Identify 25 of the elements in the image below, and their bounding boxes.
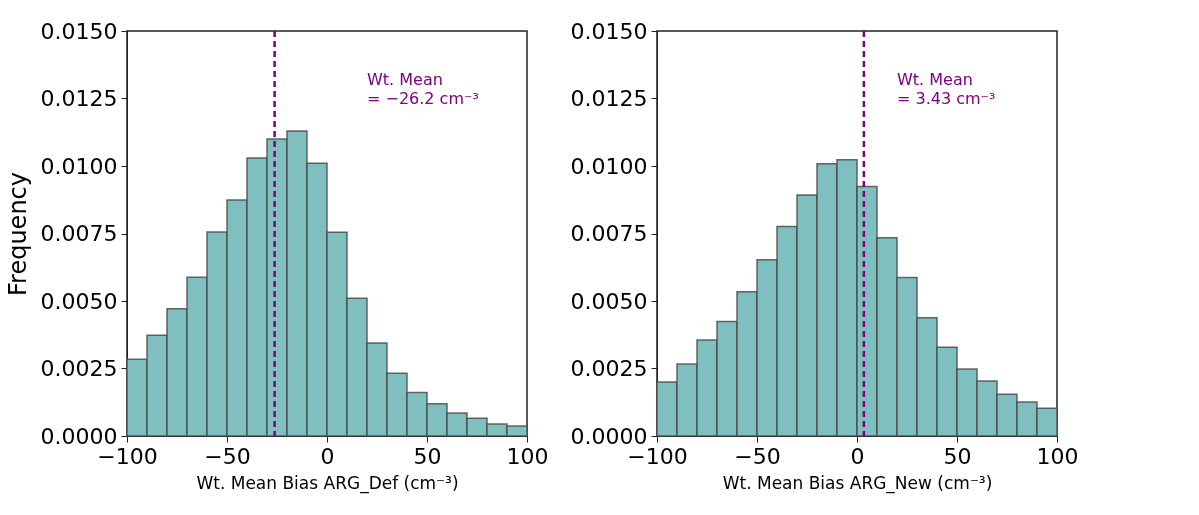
y-tick-label: 0.0150 [40,18,118,44]
y-tick-label: 0.0075 [570,221,648,246]
y-tick-label: 0.0125 [40,86,118,111]
x-tick-label: 0 [850,443,865,469]
x-tick-label: 0 [320,443,335,469]
x-tick-label: 50 [413,443,442,469]
y-tick-label: 0.0050 [570,288,648,314]
x-axis-title: Wt. Mean Bias ARG_New (cm⁻³) [722,472,993,494]
y-tick-label: 0.0125 [570,86,648,111]
x-tick-label: 100 [506,443,549,469]
x-axis-title: Wt. Mean Bias ARG_Def (cm⁻³) [196,472,459,494]
x-tick-label: 50 [943,443,972,469]
y-axis-title: Frequency [3,172,32,296]
y-tick-label: 0.0025 [570,356,648,381]
x-tick-label: 100 [1036,443,1079,469]
y-tick-label: 0.0050 [40,288,118,314]
y-tick-label: 0.0075 [40,221,118,246]
y-tick-label: 0.0150 [570,18,648,44]
ref-line-label: Wt. Mean = −26.2 cm⁻³ [367,69,479,108]
y-tick-label: 0.0100 [570,153,648,179]
x-tick-label: −50 [204,443,251,469]
y-tick-label: 0.0100 [40,153,118,179]
y-tick-label: 0.0025 [40,356,118,381]
x-tick-label: −50 [734,443,781,469]
ref-line-label: Wt. Mean = 3.43 cm⁻³ [897,69,996,108]
